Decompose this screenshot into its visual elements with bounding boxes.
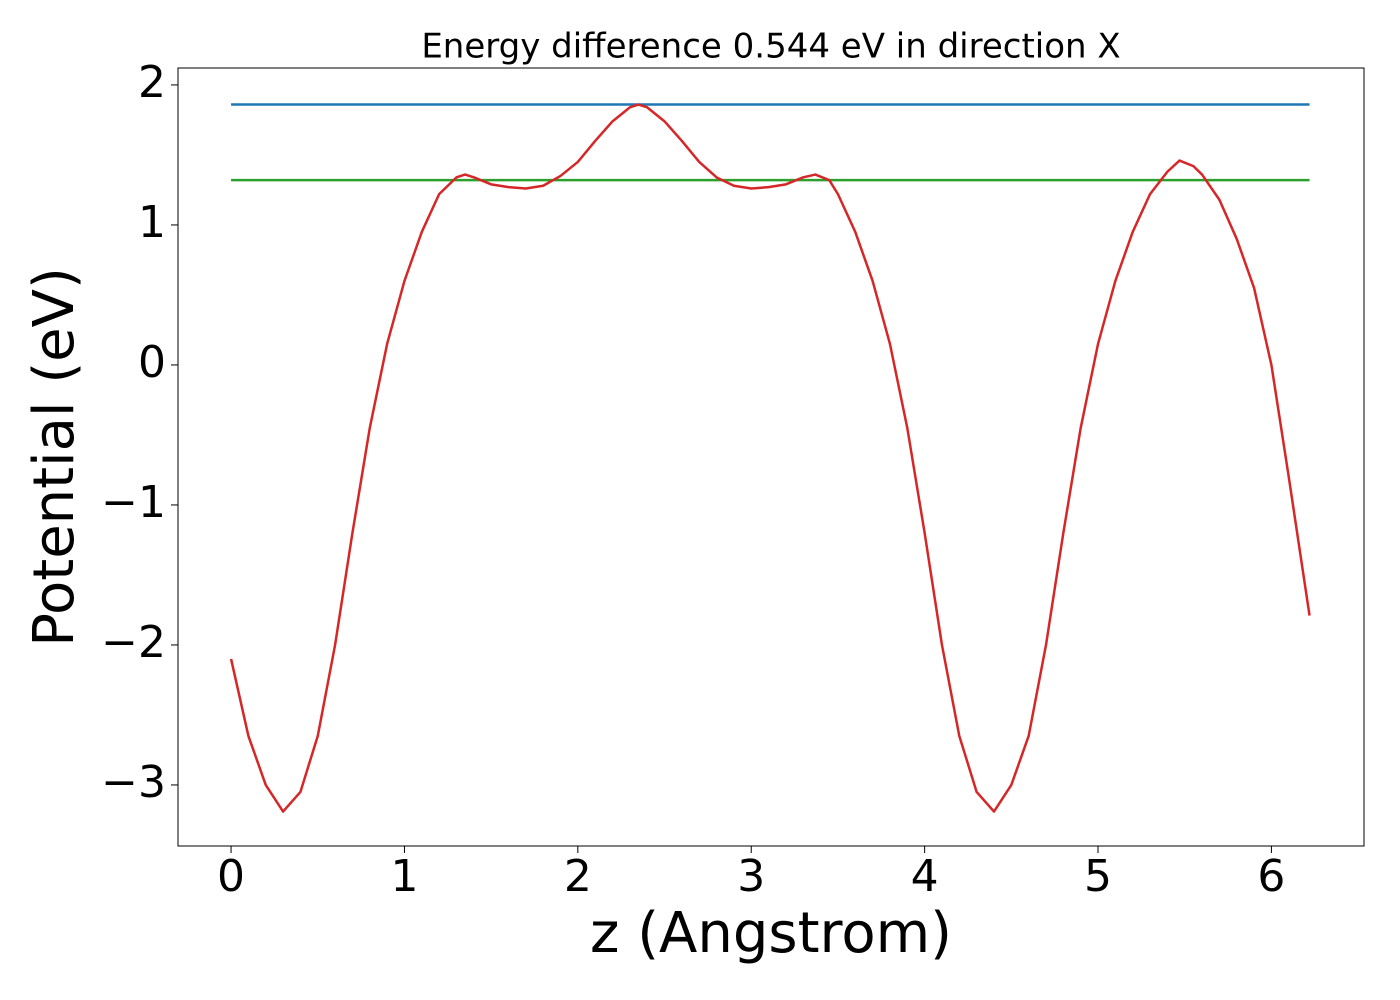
x-tick-label: 6 (1257, 851, 1285, 902)
y-tick-label: −1 (101, 477, 166, 528)
y-tick-label: 1 (138, 197, 166, 248)
y-tick-label: −3 (101, 757, 166, 808)
y-tick-label: 0 (138, 337, 166, 388)
y-tick-label: −2 (101, 617, 166, 668)
x-tick-label: 2 (564, 851, 592, 902)
x-axis-label: z (Angstrom) (590, 901, 952, 966)
x-tick-label: 4 (911, 851, 939, 902)
y-tick-label: 2 (138, 57, 166, 108)
x-tick-label: 3 (737, 851, 765, 902)
x-tick-label: 0 (217, 851, 245, 902)
y-axis-label: Potential (eV) (22, 267, 87, 647)
chart-title: Energy difference 0.544 eV in direction … (421, 27, 1120, 67)
x-tick-label: 1 (390, 851, 418, 902)
series-line (229, 103, 1311, 813)
x-tick-label: 5 (1084, 851, 1112, 902)
plot-frame (177, 67, 1365, 847)
